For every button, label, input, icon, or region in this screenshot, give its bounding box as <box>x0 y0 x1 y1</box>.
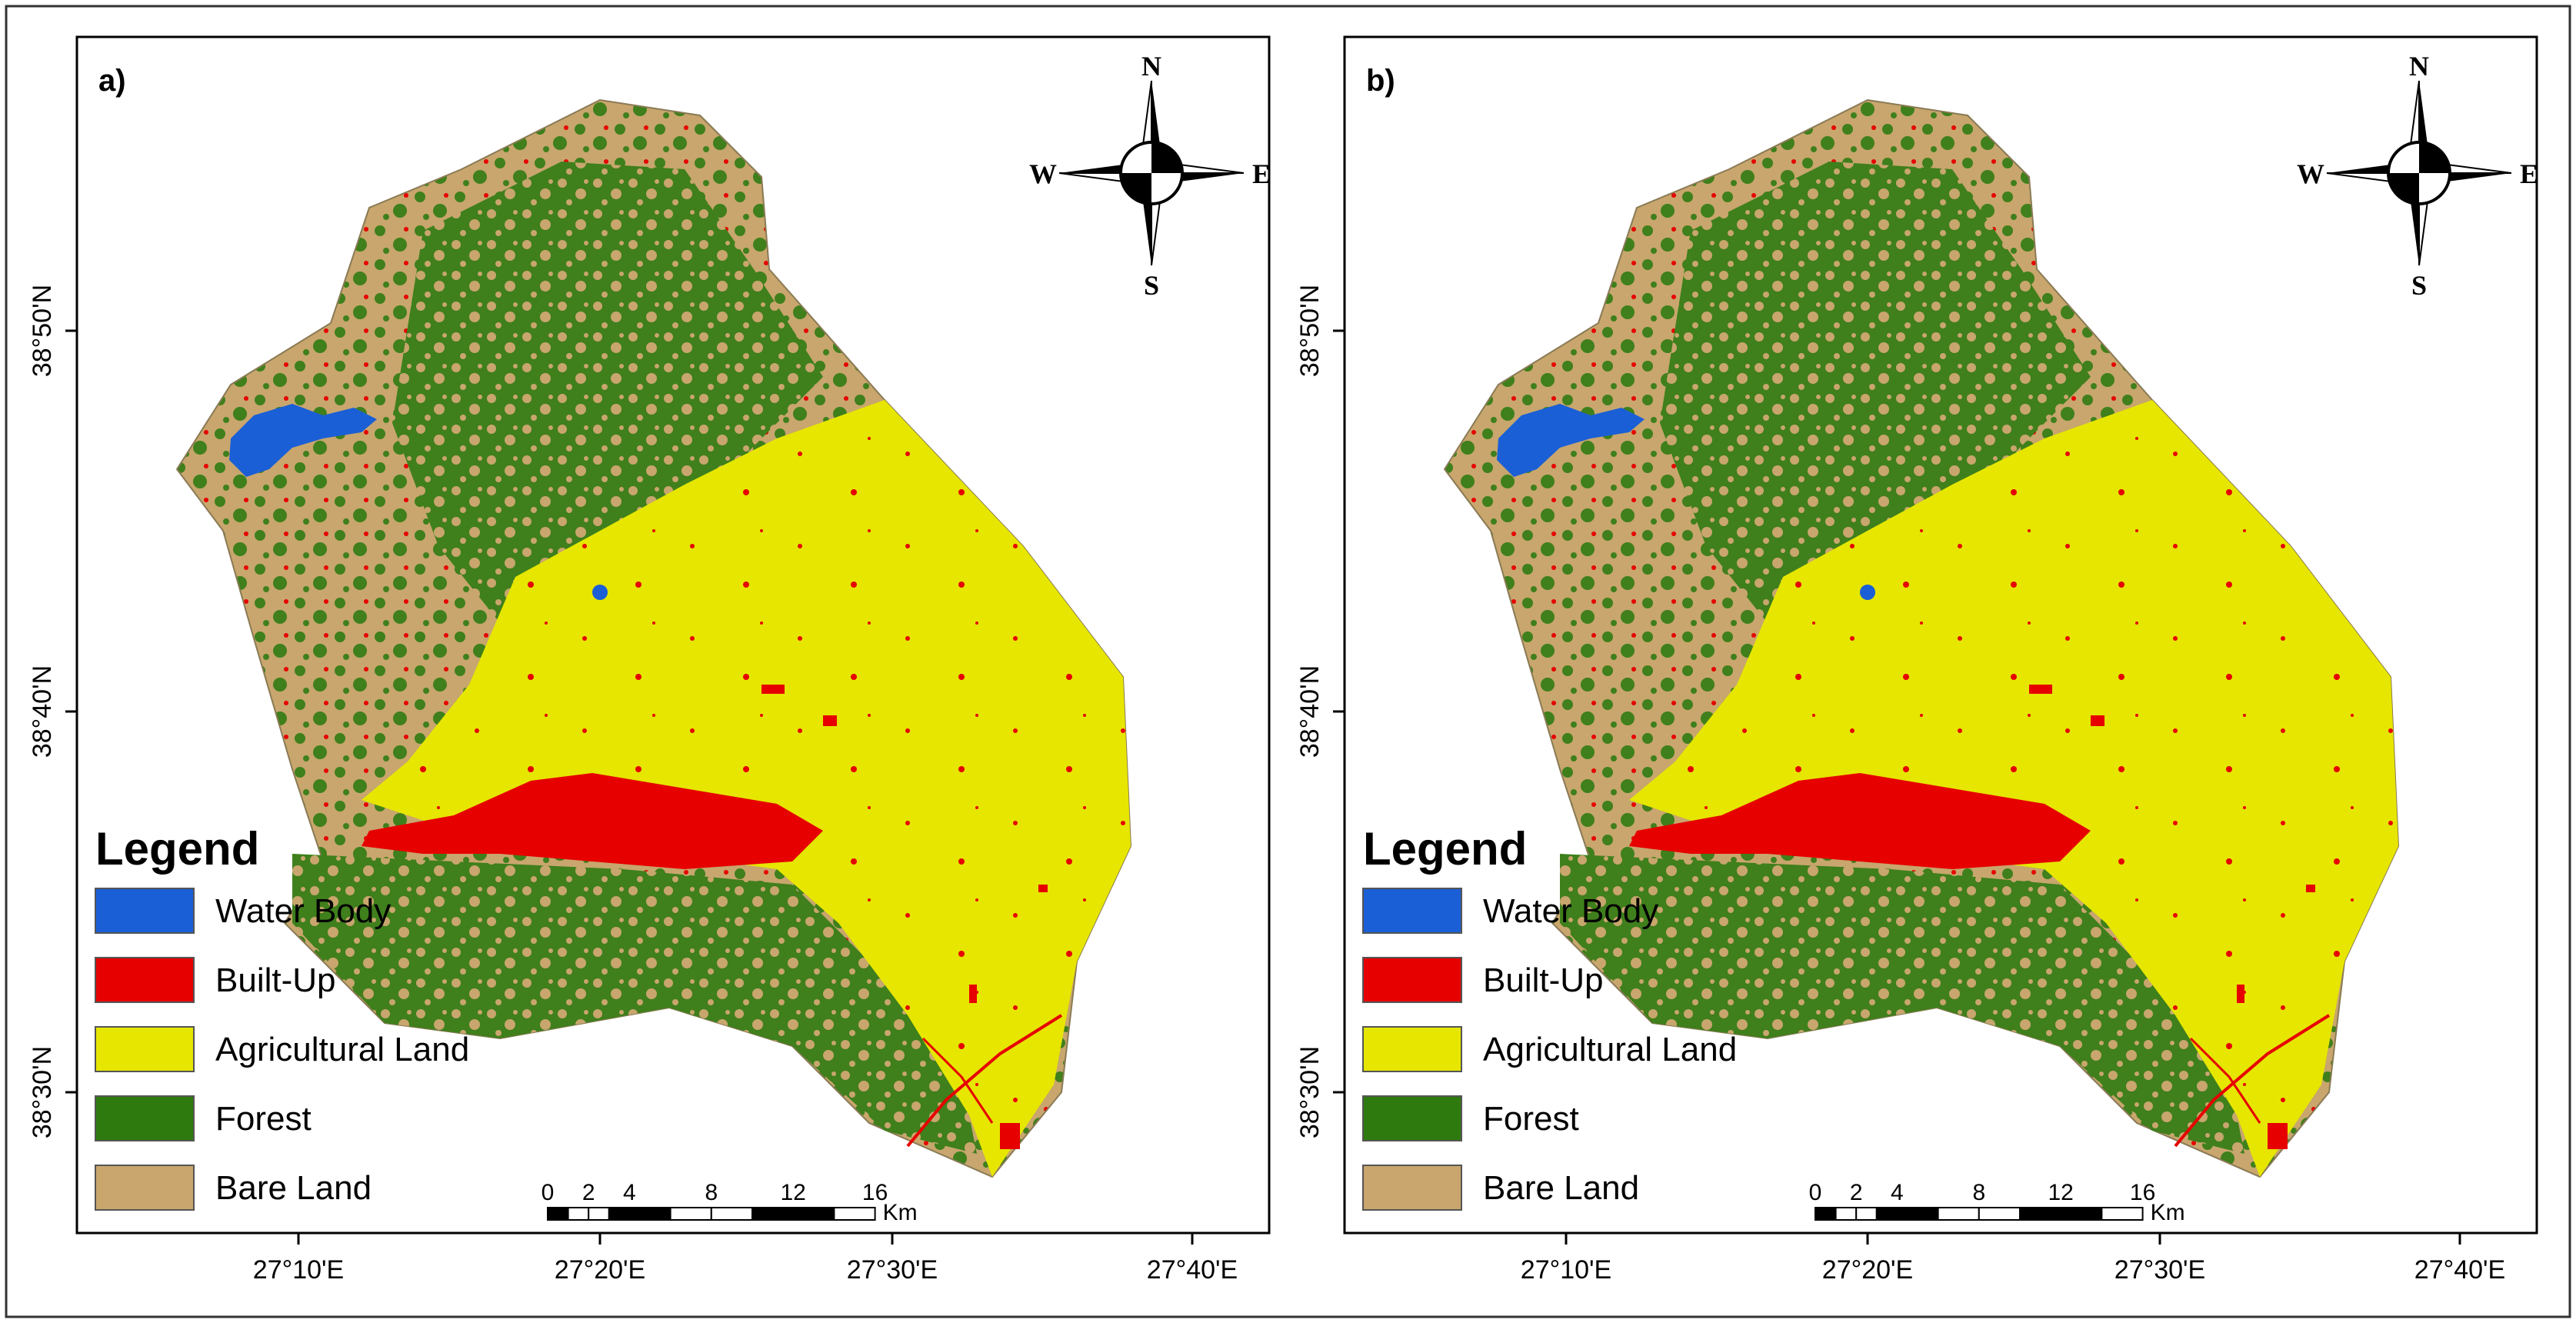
legend-swatch <box>1362 1026 1462 1072</box>
compass-e: E <box>2520 158 2538 189</box>
map-panel-b: b) 27°10'E 27°20'E 27°30'E 27°40'E 38°50'N 38°… <box>1295 35 2538 1285</box>
y-tick-label: 38°30'N <box>1295 1046 1325 1138</box>
y-tick-label: 38°30'N <box>28 1046 57 1138</box>
legend-label: Bare Land <box>215 1169 372 1207</box>
legend: Legend Water Body Built-Up Agricultural Lan… <box>95 823 469 1211</box>
legend-label: Water Body <box>215 892 391 930</box>
legend-title: Legend <box>1363 823 1527 875</box>
legend-label: Water Body <box>1483 892 1658 930</box>
scale-tick-label: 12 <box>781 1180 806 1205</box>
legend-title: Legend <box>95 823 259 875</box>
scale-tick-label: 16 <box>862 1180 888 1205</box>
legend-swatch <box>95 1165 195 1211</box>
legend-label: Forest <box>1483 1100 1579 1138</box>
x-tick-label: 27°30'E <box>847 1255 938 1285</box>
scale-tick-label: 2 <box>582 1180 595 1205</box>
compass-s: S <box>1144 270 1159 301</box>
scale-tick-label: 12 <box>2048 1180 2074 1205</box>
north-arrow-icon: N S E W <box>2297 51 2538 301</box>
legend-swatch <box>95 957 195 1003</box>
legend-swatch <box>95 1095 195 1141</box>
scale-unit: Km <box>883 1200 918 1225</box>
scale-tick-label: 16 <box>2130 1180 2155 1205</box>
x-tick-label: 27°10'E <box>1521 1255 1611 1285</box>
compass-s: S <box>2411 270 2427 301</box>
y-tick-label: 38°50'N <box>28 285 57 377</box>
scale-unit: Km <box>2151 1200 2185 1225</box>
compass-w: W <box>1029 158 1057 189</box>
scale-tick-label: 0 <box>542 1180 555 1205</box>
panel-label: b) <box>1366 64 1395 98</box>
panel-label: a) <box>98 64 126 98</box>
x-tick-label: 27°40'E <box>1147 1255 1238 1285</box>
scale-tick-label: 2 <box>1850 1180 1863 1205</box>
figure-border <box>5 5 2571 1318</box>
legend-label: Built-Up <box>215 961 336 999</box>
map-panel-a: a) 27°10'E 27°20'E 27°30'E 27°40'E 38°50'N 38°… <box>28 35 1271 1285</box>
legend-label: Built-Up <box>1483 961 1604 999</box>
y-tick-label: 38°40'N <box>28 665 57 758</box>
legend-swatch <box>95 888 195 934</box>
north-arrow-icon: N S E W <box>1029 51 1271 301</box>
x-tick-label: 27°10'E <box>253 1255 344 1285</box>
legend-label: Forest <box>215 1100 312 1138</box>
legend: Legend Water Body Built-Up Agricultural Lan… <box>1362 823 1737 1211</box>
compass-e: E <box>1252 158 1271 189</box>
legend-swatch <box>1362 1165 1462 1211</box>
x-tick-label: 27°20'E <box>1822 1255 1913 1285</box>
legend-label: Agricultural Land <box>1483 1031 1737 1068</box>
x-tick-label: 27°40'E <box>2414 1255 2505 1285</box>
scale-tick-label: 4 <box>1891 1180 1904 1205</box>
compass-w: W <box>2297 158 2324 189</box>
legend-swatch <box>1362 957 1462 1003</box>
legend-swatch <box>1362 1095 1462 1141</box>
scale-tick-label: 4 <box>623 1180 636 1205</box>
legend-label: Bare Land <box>1483 1169 1639 1207</box>
compass-n: N <box>2409 51 2429 82</box>
compass-n: N <box>1141 51 1161 82</box>
scale-tick-label: 8 <box>1972 1180 1985 1205</box>
legend-label: Agricultural Land <box>215 1031 469 1068</box>
x-tick-label: 27°20'E <box>555 1255 645 1285</box>
legend-swatch <box>95 1026 195 1072</box>
legend-swatch <box>1362 888 1462 934</box>
scale-tick-label: 8 <box>705 1180 718 1205</box>
x-tick-label: 27°30'E <box>2114 1255 2205 1285</box>
y-tick-label: 38°50'N <box>1295 285 1325 377</box>
scale-tick-label: 0 <box>1809 1180 1822 1205</box>
y-tick-label: 38°40'N <box>1295 665 1325 758</box>
